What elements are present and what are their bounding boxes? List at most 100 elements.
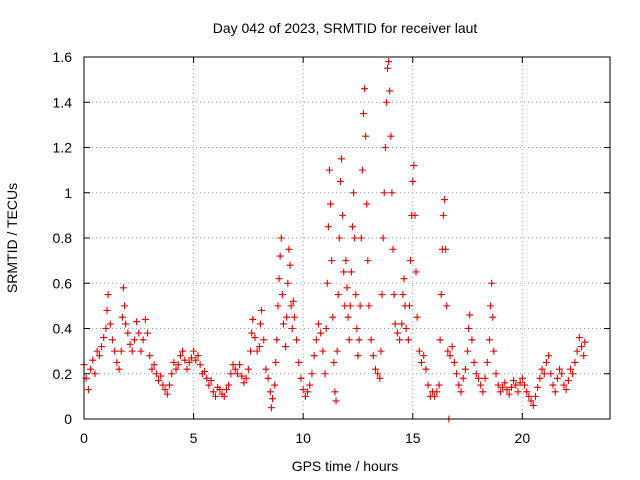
data-point [284,279,292,287]
data-point [338,155,346,163]
y-axis: 0 0.2 0.4 0.6 0.8 1 1.2 1.4 1.6 [53,49,610,427]
data-point [507,383,515,391]
data-point [276,252,284,260]
data-point [328,257,336,265]
data-point [277,234,285,242]
grid [84,57,610,419]
data-point [248,329,256,337]
data-point [327,200,335,208]
data-point [321,370,329,378]
data-point [222,386,230,394]
data-point [342,257,350,265]
data-point [450,358,458,366]
data-point [521,381,529,389]
data-point [312,336,320,344]
y-tick-label: 0 [64,411,72,427]
data-point [448,343,456,351]
data-point [244,365,252,373]
data-point [297,374,305,382]
data-point [212,392,219,400]
data-point [258,306,266,314]
data-point [332,397,340,405]
data-point [459,374,467,382]
data-point [378,291,386,299]
data-point [293,336,301,344]
data-point [468,336,476,344]
data-point [436,336,444,344]
data-point [340,268,348,276]
data-point [289,297,297,305]
data-point [567,365,575,373]
data-point [279,320,287,328]
data-point [355,336,363,344]
data-point [560,381,568,389]
data-point [385,58,393,66]
data-point [446,352,454,360]
data-point [113,358,121,366]
data-point [115,365,123,373]
data-point [485,336,493,344]
data-point [329,313,337,321]
data-point [516,379,524,387]
data-point [418,358,426,366]
x-tick-label: 5 [190,430,198,446]
data-point [207,377,215,385]
x-tick-label: 15 [405,430,421,446]
data-point [510,377,518,385]
data-point [470,358,478,366]
data-point [540,370,548,378]
data-point [330,358,338,366]
data-point [271,381,279,389]
data-point [345,336,353,344]
data-point [93,347,101,355]
data-point [347,268,355,276]
data-point [553,374,561,382]
data-point [124,329,132,337]
data-point [558,370,566,378]
data-point [357,234,365,242]
data-point [249,315,257,323]
data-point [351,234,359,242]
data-point [274,302,282,310]
data-point [453,370,461,378]
data-point [137,347,145,355]
data-point [531,392,539,400]
data-point [240,379,248,387]
y-axis-label: SRMTID / TECUs [4,183,20,293]
data-point [209,388,217,396]
data-point [295,358,303,366]
data-point [404,336,412,344]
data-point [220,392,228,400]
data-point [488,279,496,287]
data-point [139,336,147,344]
data-point [306,381,314,389]
data-point [242,374,250,382]
data-point [575,334,583,342]
data-point [494,381,502,389]
data-point [489,313,497,321]
data-point [290,313,298,321]
x-axis: 0 5 10 15 20 [80,57,530,446]
data-point [518,374,526,382]
data-point [523,388,531,396]
data-point [364,257,372,265]
data-point [128,347,136,355]
data-point [556,365,564,373]
data-point [334,291,342,299]
data-point [111,347,119,355]
data-point [352,291,360,299]
data-point [122,320,130,328]
data-point [267,404,275,412]
data-point [367,336,375,344]
data-point [536,374,544,382]
data-point [461,365,469,373]
data-point [268,395,276,403]
data-point [264,374,272,382]
data-point [405,302,413,310]
data-point [133,318,141,326]
data-point [374,370,382,378]
data-point [534,383,542,391]
data-point [152,370,160,378]
data-point [121,302,129,310]
